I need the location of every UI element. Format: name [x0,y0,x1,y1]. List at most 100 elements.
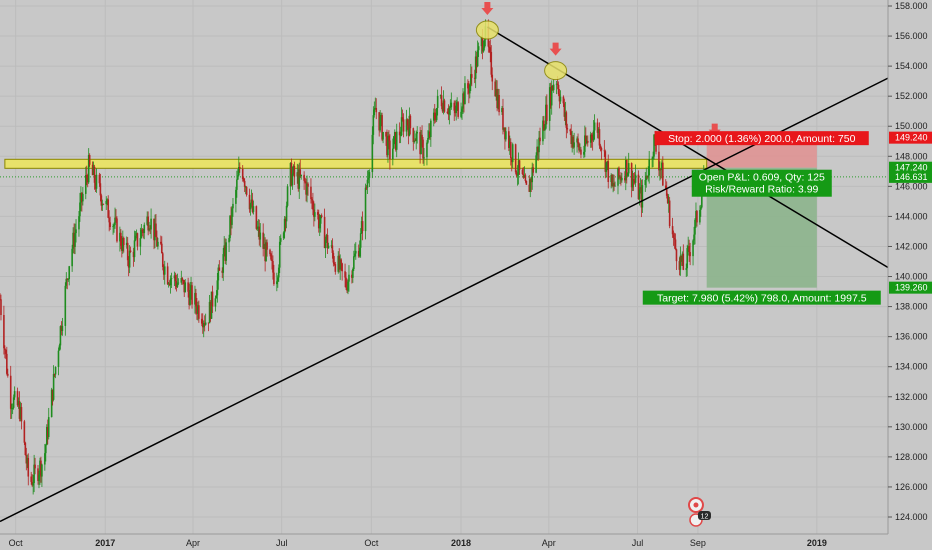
candle-body [276,281,278,285]
candle-body [416,132,418,134]
target-price-tag-text: 139.260 [895,283,928,293]
candle-body [395,131,398,150]
candle-body [203,322,206,325]
candle-body [545,104,547,129]
candle-body [457,102,459,117]
candle-body [398,131,401,136]
candle-body [237,175,239,180]
peak-highlight [544,61,568,81]
candle-body [98,174,101,184]
price-tick-label: 156.000 [895,31,928,41]
candle-body [651,158,653,160]
candle-body [481,37,484,52]
candle-body [543,120,545,131]
candle-body [340,259,342,264]
candle-body [122,237,125,246]
candle-body [409,115,412,129]
target-label: Target: 7.980 (5.42%) 798.0, Amount: 199… [642,290,881,305]
candle-body [248,194,251,210]
candle-body [87,155,90,183]
candle-body [191,285,193,305]
candle-body [243,180,246,187]
candle-body [126,242,129,261]
candle-body [175,281,178,287]
time-tick-label: 2019 [807,538,827,548]
candle-body [30,476,32,482]
candle-body [358,247,361,257]
event-badge[interactable]: 12 [687,497,711,527]
candle-body [245,186,248,195]
candle-body [190,285,192,291]
candle-body [32,483,34,486]
candle-body [198,305,200,319]
candle-body [250,199,253,204]
candle-body [61,325,64,332]
candle-body [312,200,314,210]
candle-body [167,283,170,285]
candle-body [27,457,30,477]
candle-body [368,172,371,178]
candle-body [67,279,70,280]
candle-body [132,251,135,258]
candle-body [550,85,553,106]
candle-body [183,280,186,293]
candle-body [599,145,602,148]
candle-body [95,174,98,189]
candle-body [597,129,600,133]
candle-body [351,274,353,278]
candle-body [525,180,528,185]
candle-body [671,226,674,235]
price-tick-label: 132.000 [895,392,928,402]
candle-body [16,391,19,406]
candle-body [593,122,596,131]
candle-body [393,131,396,137]
candle-body [378,112,380,131]
price-axis[interactable]: 124.000 126.000 128.000 130.000 132.000 134.0… [887,0,932,550]
candle-body [682,253,685,270]
candle-body [496,89,498,109]
candle-body [23,421,26,443]
candle-body [9,375,12,409]
candle-body [216,280,219,296]
candle-body [365,187,368,189]
candle-body [687,246,689,249]
candle-body [326,234,329,249]
candle-body [114,217,116,225]
candle-body [236,179,238,190]
target-label-text: Target: 7.980 (5.42%) 798.0, Amount: 199… [657,293,867,305]
candle-body [401,117,404,120]
candle-body [666,195,669,204]
candle-body [414,140,417,142]
candle-body [498,95,500,113]
candle-body [60,326,63,332]
candle-body [473,77,476,79]
candle-body [509,141,512,159]
time-axis[interactable]: Oct 2017 Apr Jul Oct 2018 Apr Jul Sep 2019 [0,533,888,550]
candle-body [612,183,614,186]
price-tick-label: 130.000 [895,422,928,432]
candle-body [603,150,606,152]
candle-body [647,175,650,178]
candle-body [224,245,226,261]
candle-body [78,216,80,230]
candle-body [583,151,585,155]
candle-body [590,134,593,139]
entry-price-tag: 147.240 [889,161,932,174]
candle-body [241,168,244,180]
candle-body [6,353,8,374]
candle-body [92,166,95,176]
candle-body [174,275,177,282]
candle-body [344,271,346,278]
candle-body [348,274,350,282]
candle-body [386,136,388,156]
candle-body [389,140,391,160]
candle-body [502,108,504,130]
candle-body [291,173,294,186]
candle-body [304,180,306,182]
candle-body [317,214,320,229]
candle-body [52,374,55,400]
candle-body [73,232,75,247]
candle-body [106,199,109,201]
candle-body [503,127,505,130]
